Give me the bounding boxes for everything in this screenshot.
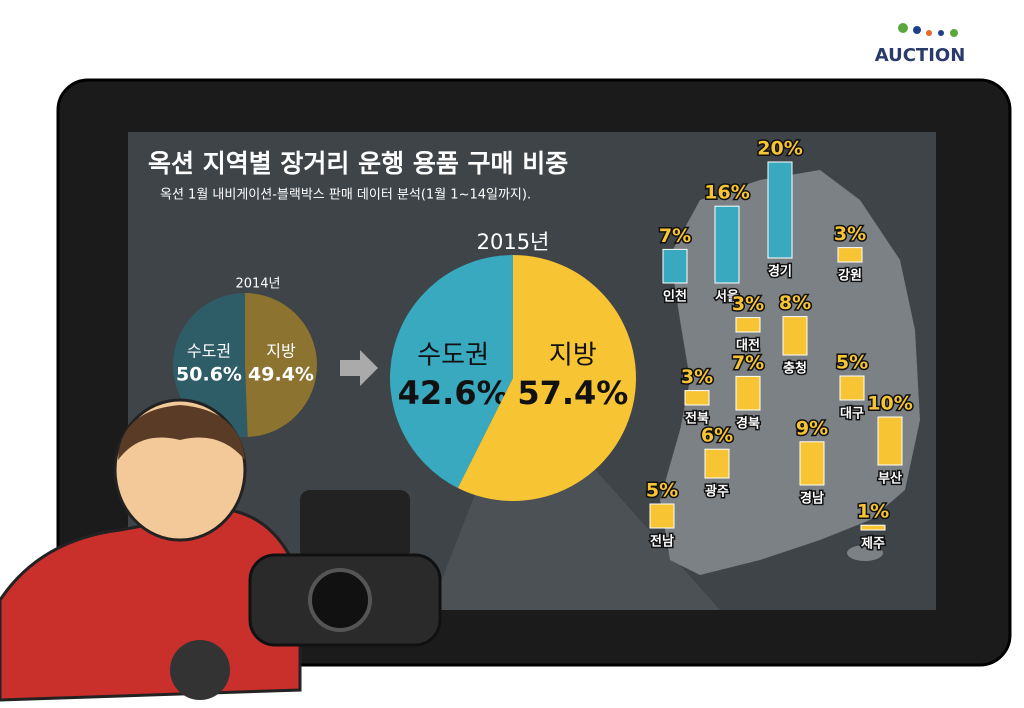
value-label: 50.6% [176, 364, 242, 386]
bar [839, 375, 865, 401]
value-label: 8% [779, 292, 811, 314]
arrow [340, 350, 378, 386]
value-label: 42.6% [398, 374, 509, 412]
value-label: 3% [732, 293, 764, 315]
region-label: 서울 [715, 289, 739, 305]
car [0, 398, 302, 702]
value-label: 6% [701, 425, 733, 447]
value-label: 1% [857, 501, 889, 523]
bar [735, 375, 761, 411]
region-label: 대구 [840, 407, 864, 422]
bar [860, 524, 886, 531]
value-label: 20% [757, 138, 802, 160]
bar [799, 441, 825, 486]
value-label: 57.4% [517, 374, 628, 412]
region-label: 경남 [800, 491, 824, 507]
title: 옥션 지역별 장거리 운행 용품 구매 비중 [148, 149, 568, 178]
bar [662, 248, 688, 284]
dashcam [248, 490, 442, 647]
slice-label: 수도권 [187, 342, 231, 361]
value-label: 9% [796, 417, 828, 439]
value-label: 3% [834, 223, 866, 245]
logo: AUCTION [875, 23, 966, 66]
region-label: 강원 [838, 268, 862, 284]
value-label: 7% [659, 225, 691, 247]
bar [767, 161, 793, 259]
region-label: 인천 [663, 289, 687, 305]
slice-label: 수도권 [417, 340, 489, 370]
pie-slice [245, 293, 318, 437]
map-island [847, 545, 883, 561]
bar [735, 317, 761, 333]
slice-label: 지방 [266, 342, 296, 361]
subtitle: 옥션 1월 내비게이션-블랙박스 판매 데이터 분석(1월 1~14일까지). [160, 188, 531, 203]
pie-slice [389, 255, 513, 488]
value-label: 7% [732, 352, 764, 374]
value-label: 5% [836, 352, 868, 374]
bar [877, 416, 903, 466]
bar [714, 205, 740, 284]
region-label: 광주 [705, 485, 729, 500]
region-label: 부산 [878, 471, 902, 487]
value-label: 5% [646, 480, 678, 502]
logo-text: AUCTION [875, 45, 966, 66]
region-label: 전남 [650, 534, 674, 550]
value-label: 16% [704, 182, 749, 204]
region-label: 전북 [685, 411, 709, 427]
value-label: 10% [867, 393, 912, 415]
bar [649, 503, 675, 529]
bar [704, 448, 730, 479]
bar [782, 316, 808, 356]
bar [684, 390, 710, 406]
pie-slice [457, 255, 636, 501]
region-label: 경기 [768, 264, 792, 280]
slice-label: 지방 [549, 340, 597, 370]
region-label: 충청 [783, 361, 807, 377]
pie-title: 2014년 [235, 277, 280, 292]
bar [837, 247, 863, 263]
value-label: 3% [681, 366, 713, 388]
pie-title: 2015년 [477, 230, 550, 254]
value-label: 49.4% [248, 364, 314, 386]
region-label: 대전 [736, 338, 760, 354]
region-label: 경북 [736, 416, 760, 432]
region-label: 제주 [861, 537, 885, 552]
